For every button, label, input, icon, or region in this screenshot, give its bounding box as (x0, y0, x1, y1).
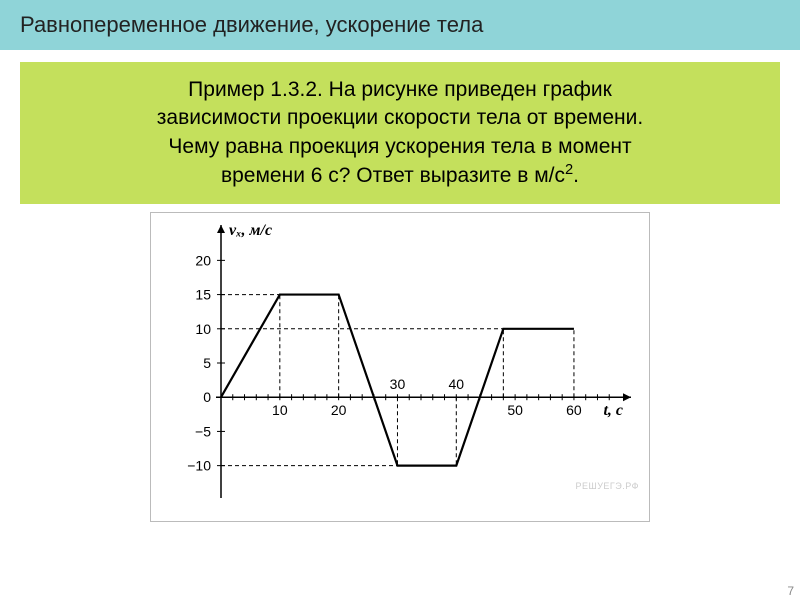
svg-text:50: 50 (507, 403, 523, 419)
watermark: РЕШУЕГЭ.РФ (575, 481, 639, 491)
svg-text:10: 10 (195, 321, 211, 337)
header-title: Равнопеременное движение, ускорение тела (20, 12, 483, 37)
problem-sup: 2 (565, 162, 573, 178)
problem-line-4-prefix: времени 6 с? Ответ выразите в м/с (221, 164, 565, 187)
problem-statement: Пример 1.3.2. На рисунке приведен график… (20, 62, 780, 204)
svg-text:t, с: t, с (603, 403, 623, 420)
problem-line-2: зависимости проекции скорости тела от вр… (157, 106, 643, 129)
chart-container: −10 −5 0 5 10 15 20 10 20 30 40 50 60 vₓ, м/с t, с РЕШ… (0, 212, 800, 522)
page-number: 7 (787, 584, 794, 598)
svg-text:15: 15 (195, 287, 211, 303)
svg-text:20: 20 (331, 403, 347, 419)
svg-text:20: 20 (195, 253, 211, 269)
svg-text:−10: −10 (187, 458, 211, 474)
problem-line-3: Чему равна проекция ускорения тела в мом… (168, 135, 631, 158)
svg-text:5: 5 (203, 355, 211, 371)
svg-text:40: 40 (449, 377, 465, 393)
svg-text:vₓ, м/с: vₓ, м/с (229, 222, 272, 239)
svg-text:10: 10 (272, 403, 288, 419)
problem-line-4-suffix: . (573, 164, 579, 187)
svg-text:−5: −5 (195, 424, 211, 440)
svg-text:30: 30 (390, 377, 406, 393)
page-header: Равнопеременное движение, ускорение тела (0, 0, 800, 50)
svg-text:60: 60 (566, 403, 582, 419)
problem-line-1: Пример 1.3.2. На рисунке приведен график (188, 78, 612, 101)
velocity-chart: −10 −5 0 5 10 15 20 10 20 30 40 50 60 vₓ, м/с t, с РЕШ… (150, 212, 650, 522)
svg-text:0: 0 (203, 390, 211, 406)
chart-svg: −10 −5 0 5 10 15 20 10 20 30 40 50 60 vₓ, м/с t, с (151, 213, 651, 523)
